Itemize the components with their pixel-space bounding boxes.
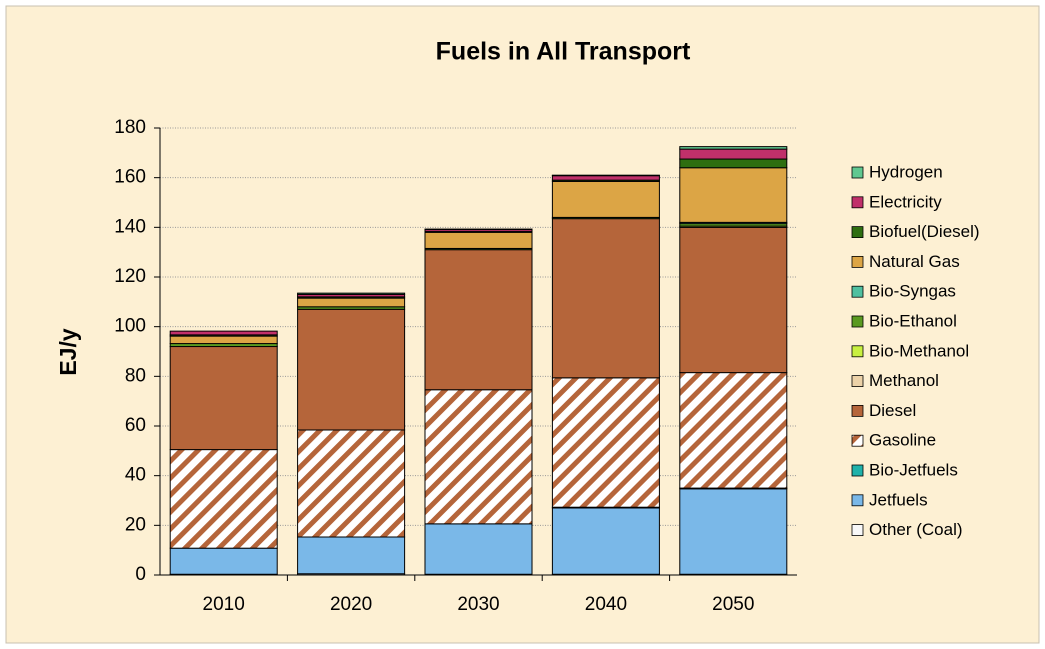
legend-label: Biofuel(Diesel) bbox=[869, 222, 980, 241]
y-tick-label: 60 bbox=[125, 415, 146, 436]
legend-label: Other (Coal) bbox=[869, 520, 963, 539]
y-tick-label: 80 bbox=[125, 365, 146, 386]
legend-swatch bbox=[851, 494, 864, 507]
legend-swatch bbox=[851, 315, 864, 328]
bar-segment bbox=[424, 523, 533, 575]
x-tick-label: 2010 bbox=[203, 594, 245, 615]
bar-segment bbox=[169, 547, 278, 575]
bar-segment bbox=[679, 148, 788, 160]
x-tick-label: 2040 bbox=[585, 594, 627, 615]
x-tick-label: 2030 bbox=[457, 594, 499, 615]
bar-segment bbox=[297, 308, 406, 431]
legend-label: Bio-Ethanol bbox=[869, 311, 957, 330]
bar-segment bbox=[679, 158, 788, 169]
bar-segment bbox=[169, 330, 278, 336]
y-tick-label: 100 bbox=[114, 316, 146, 337]
legend-label: Natural Gas bbox=[869, 252, 960, 271]
legend-label: Electricity bbox=[869, 192, 942, 211]
legend-swatch bbox=[851, 404, 864, 417]
legend-label: Methanol bbox=[869, 371, 939, 390]
y-tick-label: 140 bbox=[114, 216, 146, 237]
y-tick-label: 160 bbox=[114, 167, 146, 188]
bar-segment bbox=[297, 292, 406, 295]
legend-label: Bio-Jetfuels bbox=[869, 460, 958, 479]
y-axis-label: EJ/y bbox=[55, 328, 81, 376]
legend-swatch bbox=[851, 524, 864, 536]
bar-segment bbox=[424, 249, 533, 391]
legend-swatch bbox=[851, 375, 864, 388]
legend-swatch bbox=[851, 166, 864, 179]
bar-segment bbox=[551, 218, 660, 379]
bar-segment bbox=[679, 488, 788, 575]
chart-title: Fuels in All Transport bbox=[436, 38, 691, 66]
x-tick-label: 2050 bbox=[712, 594, 754, 615]
bar-segment bbox=[297, 297, 406, 308]
bar-segment bbox=[679, 167, 788, 223]
bar-segment bbox=[169, 449, 278, 549]
legend-swatch bbox=[851, 434, 864, 447]
y-tick-label: 180 bbox=[114, 117, 146, 138]
bar-segment bbox=[679, 226, 788, 374]
bar-segment bbox=[679, 372, 788, 489]
legend-label: Hydrogen bbox=[869, 162, 943, 181]
bar-segment bbox=[551, 180, 660, 218]
y-tick-label: 120 bbox=[114, 266, 146, 287]
legend-swatch bbox=[851, 345, 864, 358]
bar-segment bbox=[551, 175, 660, 181]
legend-label: Jetfuels bbox=[869, 490, 928, 509]
bar-segment bbox=[169, 346, 278, 451]
bar-segment bbox=[169, 335, 278, 345]
y-tick-label: 40 bbox=[125, 465, 146, 486]
legend-label: Diesel bbox=[869, 401, 916, 420]
legend-label: Bio-Syngas bbox=[869, 282, 956, 301]
bar-segment bbox=[297, 429, 406, 538]
x-tick-label: 2020 bbox=[330, 594, 372, 615]
legend-swatch bbox=[851, 255, 864, 268]
y-tick-label: 20 bbox=[125, 514, 146, 535]
bar-segment bbox=[679, 146, 788, 150]
y-tick-label: 0 bbox=[135, 564, 146, 585]
legend-swatch bbox=[851, 464, 864, 477]
bar-segment bbox=[424, 389, 533, 525]
legend-swatch bbox=[851, 226, 864, 239]
bar-segment bbox=[297, 536, 406, 575]
bar-segment bbox=[424, 231, 533, 249]
legend-swatch bbox=[851, 196, 864, 209]
bar-segment bbox=[551, 377, 660, 508]
bar-segment bbox=[551, 507, 660, 575]
legend-swatch bbox=[851, 285, 864, 298]
legend-label: Bio-Methanol bbox=[869, 341, 969, 360]
legend-label: Gasoline bbox=[869, 431, 936, 450]
